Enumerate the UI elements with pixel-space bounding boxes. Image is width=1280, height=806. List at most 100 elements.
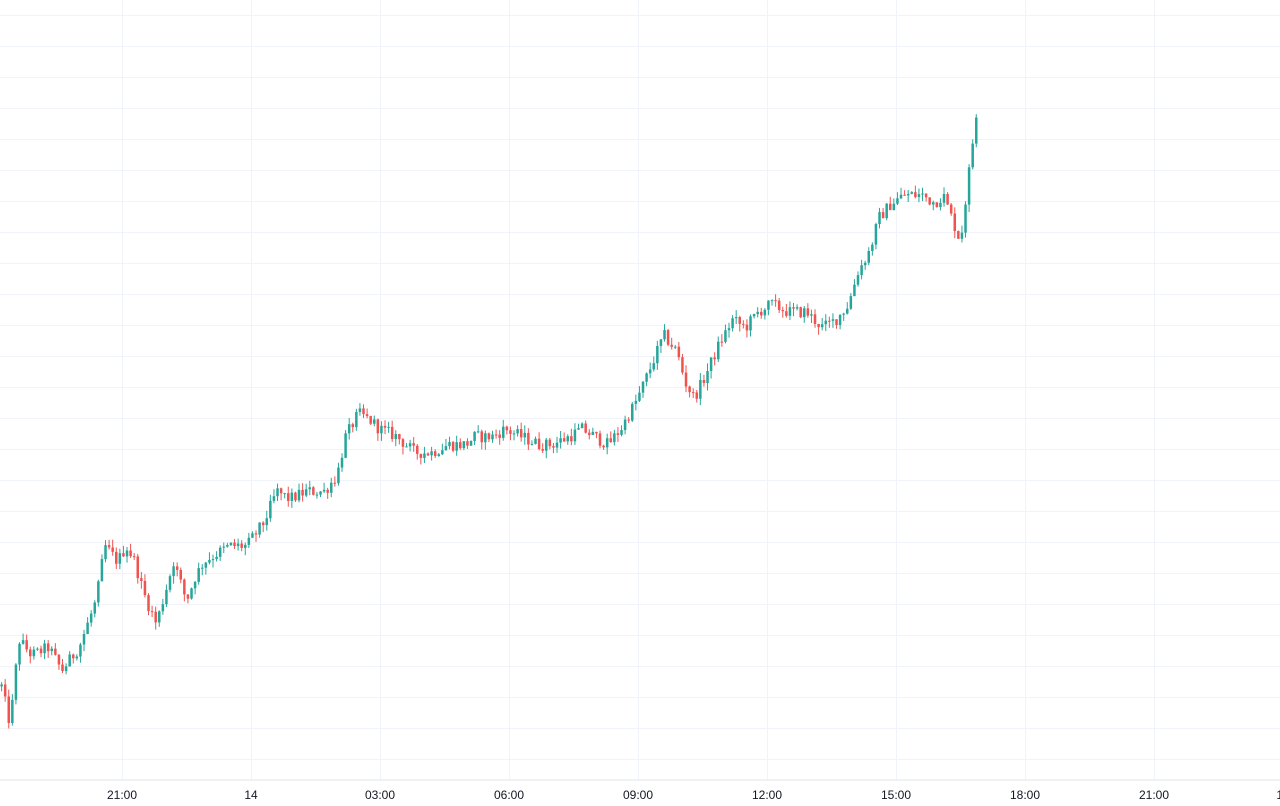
candle-body-down	[261, 522, 265, 526]
candle-body-down	[132, 556, 136, 558]
candle-body-up	[387, 426, 390, 428]
candle-body-up	[201, 567, 204, 569]
candle-body-up	[380, 425, 383, 434]
candle-body-up	[853, 284, 856, 297]
candle-body-down	[136, 556, 140, 579]
candle-body-up	[910, 192, 914, 194]
candle-body-up	[831, 319, 835, 321]
candle-body-up	[555, 442, 559, 448]
candle-body-down	[616, 433, 620, 435]
candle-body-up	[82, 634, 86, 645]
candle-body-down	[459, 442, 462, 449]
candle-body-up	[706, 371, 709, 384]
candle-body-up	[842, 313, 845, 315]
candle-body-down	[498, 434, 501, 438]
candle-body-up	[717, 341, 720, 360]
candle-body-down	[781, 310, 785, 312]
candle-body-up	[315, 494, 319, 496]
candle-body-up	[190, 588, 193, 599]
candle-body-down	[785, 311, 788, 316]
candle-body-down	[548, 439, 552, 447]
candle-body-up	[638, 392, 641, 401]
candle-body-down	[365, 414, 369, 417]
candle-body-up	[229, 542, 233, 546]
candle-body-down	[115, 551, 118, 564]
candle-body-down	[670, 344, 673, 347]
candle-body-up	[906, 193, 910, 196]
candle-body-up	[0, 684, 3, 687]
candle-body-down	[150, 611, 154, 613]
candle-body-up	[244, 544, 247, 548]
candle-body-up	[867, 251, 871, 263]
candle-body-down	[46, 643, 50, 652]
candle-body-up	[964, 204, 967, 233]
candle-body-up	[125, 550, 129, 557]
candle-body-up	[788, 307, 792, 316]
candle-body-down	[774, 300, 777, 302]
candle-body-up	[236, 543, 240, 547]
candle-body-down	[742, 323, 745, 325]
candle-body-up	[591, 431, 595, 435]
candle-body-up	[455, 442, 458, 451]
candle-body-up	[118, 553, 122, 564]
candle-body-down	[828, 320, 831, 322]
candle-body-up	[437, 454, 441, 457]
candle-body-up	[79, 644, 82, 657]
candle-body-down	[433, 451, 437, 457]
candle-body-up	[258, 522, 261, 535]
candle-body-up	[211, 559, 215, 561]
candle-body-up	[68, 654, 71, 667]
candle-body-down	[835, 319, 838, 326]
candle-body-down	[713, 357, 716, 360]
candle-body-up	[605, 438, 609, 448]
candle-body-up	[64, 666, 68, 672]
candle-body-down	[129, 550, 132, 557]
candle-body-down	[562, 438, 566, 442]
candle-body-down	[369, 416, 372, 424]
candle-body-down	[326, 489, 329, 493]
candle-body-up	[473, 431, 476, 441]
candle-body-up	[290, 492, 294, 501]
candle-body-up	[967, 167, 971, 205]
candle-body-down	[677, 346, 681, 358]
candle-body-up	[810, 314, 813, 316]
candle-body-up	[942, 193, 946, 203]
candle-body-up	[613, 433, 616, 443]
candle-body-up	[709, 357, 713, 372]
candle-body-up	[523, 432, 527, 438]
candle-body-up	[896, 198, 899, 204]
candle-body-down	[398, 434, 401, 440]
x-tick-label: 15:00	[881, 788, 911, 802]
candle-body-down	[609, 438, 613, 443]
candle-body-up	[448, 442, 451, 447]
candle-body-up	[373, 419, 376, 424]
x-tick-label: 06:00	[494, 788, 524, 802]
candle-body-up	[32, 649, 36, 657]
candle-body-up	[530, 443, 534, 445]
candle-body-down	[666, 330, 670, 345]
candle-body-down	[451, 442, 455, 451]
candle-body-up	[674, 346, 677, 348]
candle-body-up	[652, 363, 656, 370]
candle-body-up	[283, 493, 286, 495]
candle-body-down	[179, 569, 183, 580]
candle-body-up	[795, 307, 799, 309]
candle-body-down	[627, 419, 630, 421]
candle-body-down	[946, 193, 949, 205]
candle-body-down	[487, 433, 491, 440]
candle-body-down	[527, 432, 530, 445]
candle-body-down	[3, 684, 7, 697]
candle-body-down	[584, 423, 587, 433]
candle-body-down	[111, 547, 114, 552]
candle-body-up	[355, 411, 358, 428]
candle-body-down	[333, 482, 337, 484]
candle-body-up	[462, 441, 466, 449]
candle-body-up	[580, 423, 584, 429]
candle-body-down	[681, 357, 684, 373]
candle-body-up	[43, 643, 46, 654]
candle-body-down	[390, 426, 394, 440]
candle-body-down	[143, 580, 147, 596]
candle-body-up	[863, 262, 867, 266]
